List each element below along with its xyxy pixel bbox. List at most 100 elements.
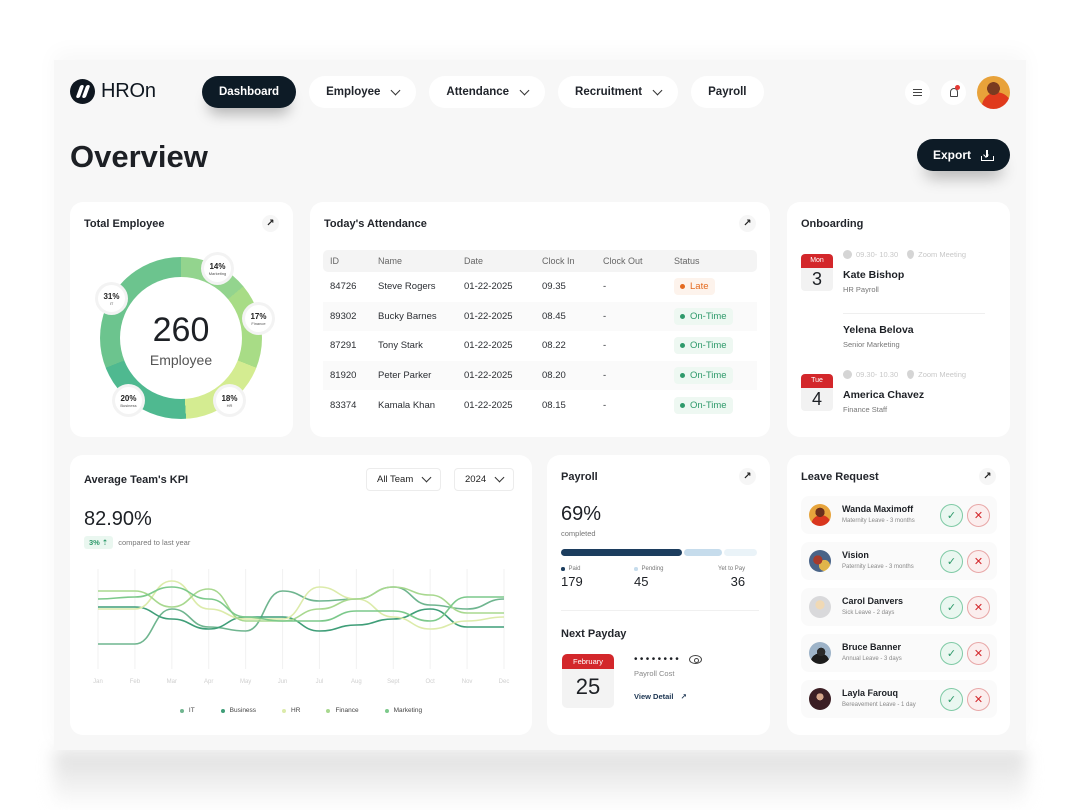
- stat-paid: Paid 179: [561, 566, 583, 589]
- status-badge: On-Time: [674, 337, 733, 355]
- legend-item[interactable]: Marketing: [384, 707, 422, 714]
- approve-button[interactable]: ✓: [940, 642, 963, 665]
- table-row[interactable]: 89302 Bucky Barnes 01-22-2025 08.45 - On-Time: [323, 301, 757, 332]
- close-icon: ✕: [973, 510, 984, 522]
- export-button[interactable]: Export: [916, 139, 1010, 171]
- col-name[interactable]: Name: [378, 256, 403, 266]
- reject-button[interactable]: ✕: [967, 504, 990, 527]
- cell-clock-out: -: [603, 310, 607, 322]
- kpi-compare: 3% ⇡ compared to last year: [84, 536, 190, 549]
- approve-button[interactable]: ✓: [940, 688, 963, 711]
- cell-status: Late: [674, 278, 757, 296]
- check-icon: ✓: [946, 648, 957, 660]
- legend-item[interactable]: Business: [220, 707, 256, 714]
- nav-employee[interactable]: Employee: [309, 76, 417, 108]
- cell-clock-out: -: [603, 370, 607, 382]
- cell-id: 84726: [330, 281, 357, 293]
- onboarding-role: HR Payroll: [843, 285, 879, 294]
- series-line: [98, 606, 504, 632]
- cell-date: 01-22-2025: [464, 281, 513, 293]
- svg-text:Dec: Dec: [499, 679, 510, 685]
- series-line: [97, 586, 504, 622]
- cell-name: Steve Rogers: [378, 281, 436, 293]
- approve-button[interactable]: ✓: [940, 504, 963, 527]
- onboarding-card: Onboarding Mon 3 09.30- 10.30 Zoom Meetin…: [787, 202, 1010, 437]
- avatar: [809, 688, 831, 710]
- menu-button[interactable]: [905, 80, 930, 105]
- nav-recruitment[interactable]: Recruitment: [558, 76, 679, 108]
- attendance-table: ID Name Date Clock In Clock Out Status 8…: [323, 250, 757, 420]
- leave-request-item: Carol Danvers Sick Leave - 2 days ✓ ✕: [801, 588, 997, 626]
- nav-dashboard[interactable]: Dashboard: [202, 76, 297, 108]
- stat-yet-to-pay: Yet to Pay 36: [718, 566, 746, 589]
- expand-arrow-icon[interactable]: ↗: [262, 215, 279, 232]
- col-status[interactable]: Status: [674, 256, 700, 266]
- reject-button[interactable]: ✕: [967, 596, 990, 619]
- avatar: [809, 642, 831, 664]
- logo[interactable]: HROn: [70, 79, 156, 104]
- view-detail-link[interactable]: View Detail ↗: [634, 692, 687, 701]
- check-icon: ✓: [946, 602, 957, 614]
- cell-name: Bucky Barnes: [378, 310, 437, 322]
- arrow-up-right-icon: ↗: [680, 692, 687, 701]
- expand-arrow-icon[interactable]: ↗: [739, 468, 756, 485]
- masked-payroll-cost: ••••••••: [634, 654, 703, 665]
- svg-text:Aug: Aug: [351, 679, 362, 685]
- cell-clock-out: -: [603, 399, 607, 411]
- cell-date: 01-22-2025: [464, 340, 513, 352]
- clock-icon: [843, 370, 852, 379]
- nav-label: Attendance: [446, 86, 510, 98]
- onboarding-name: Kate Bishop: [843, 269, 905, 281]
- nav-attendance[interactable]: Attendance: [429, 76, 546, 108]
- reject-button[interactable]: ✕: [967, 688, 990, 711]
- attendance-card: Today's Attendance ↗ ID Name Date Clock …: [310, 202, 770, 437]
- legend-item[interactable]: HR: [282, 707, 300, 714]
- segment-badge-marketing: 14% Marketing: [204, 255, 231, 282]
- chevron-down-icon: [652, 85, 663, 95]
- cell-status: On-Time: [674, 307, 757, 325]
- avatar: [809, 596, 831, 618]
- eye-icon[interactable]: [689, 655, 703, 664]
- cell-name: Tony Stark: [378, 340, 423, 352]
- cell-date: 01-22-2025: [464, 310, 513, 322]
- series-line: [97, 580, 505, 630]
- status-badge: Late: [674, 278, 715, 296]
- header-actions: [905, 76, 1010, 109]
- table-row[interactable]: 87291 Tony Stark 01-22-2025 08.22 - On-Time: [323, 331, 757, 361]
- svg-text:Nov: Nov: [462, 679, 473, 685]
- reject-button[interactable]: ✕: [967, 642, 990, 665]
- user-avatar[interactable]: [977, 76, 1010, 109]
- expand-arrow-icon[interactable]: ↗: [739, 215, 756, 232]
- expand-arrow-icon[interactable]: ↗: [979, 468, 996, 485]
- col-id[interactable]: ID: [330, 256, 339, 266]
- card-title: Total Employee: [84, 218, 165, 230]
- team-select[interactable]: All Team: [366, 468, 442, 491]
- location-pin-icon: [907, 370, 915, 379]
- bell-icon: [949, 88, 958, 97]
- card-title: Leave Request: [801, 471, 879, 483]
- table-row[interactable]: 84726 Steve Rogers 01-22-2025 09.35 - Late: [323, 272, 757, 302]
- payroll-progress-bar: [561, 549, 757, 556]
- col-clock-out[interactable]: Clock Out: [603, 256, 643, 266]
- cell-clock-in: 08.22: [542, 340, 566, 352]
- approve-button[interactable]: ✓: [940, 550, 963, 573]
- approve-button[interactable]: ✓: [940, 596, 963, 619]
- nav-label: Dashboard: [219, 86, 280, 98]
- legend-item[interactable]: Finance: [326, 707, 359, 714]
- status-badge: On-Time: [674, 367, 733, 385]
- svg-text:Jul: Jul: [316, 679, 324, 685]
- reject-button[interactable]: ✕: [967, 550, 990, 573]
- year-select[interactable]: 2024: [454, 468, 515, 491]
- meeting-meta: 09.30- 10.30 Zoom Meeting: [843, 250, 966, 259]
- col-date[interactable]: Date: [464, 256, 484, 266]
- table-row[interactable]: 81920 Peter Parker 01-22-2025 08.20 - On-Time: [323, 360, 757, 391]
- next-payday-title: Next Payday: [561, 628, 627, 640]
- leave-employee-name: Vision: [842, 550, 869, 560]
- svg-text:Apr: Apr: [204, 679, 213, 685]
- notification-button[interactable]: [941, 80, 966, 105]
- table-row[interactable]: 83374 Kamala Khan 01-22-2025 08.15 - On-Time: [323, 390, 757, 420]
- payroll-cost-label: Payroll Cost: [634, 669, 675, 678]
- legend-item[interactable]: IT: [179, 707, 195, 714]
- nav-payroll[interactable]: Payroll: [691, 76, 764, 108]
- col-clock-in[interactable]: Clock In: [542, 256, 575, 266]
